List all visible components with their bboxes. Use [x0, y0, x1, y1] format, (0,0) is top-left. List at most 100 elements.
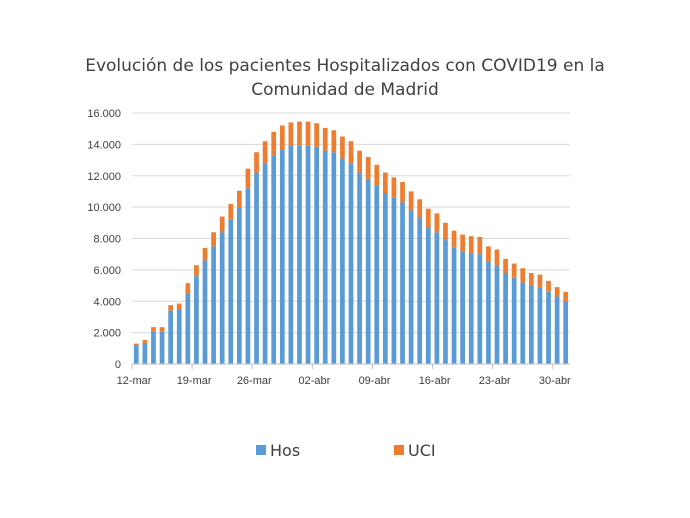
- bar-uci: [254, 152, 259, 173]
- bar-hos: [254, 172, 259, 364]
- y-tick-label: 12.000: [87, 171, 121, 183]
- bar-hos: [219, 232, 225, 364]
- bar-hos: [331, 152, 337, 364]
- bar-hos: [133, 345, 139, 364]
- bar-hos: [374, 185, 380, 364]
- bar-hos: [365, 178, 371, 364]
- bar-hos: [176, 309, 182, 364]
- bar-uci: [228, 203, 234, 220]
- bar-hos: [245, 188, 251, 364]
- x-axis: 12-mar 19-mar 26-mar 02-abr 09-abr 16-abr 23-a…: [117, 363, 571, 387]
- x-tick-label: 12-mar: [117, 375, 152, 387]
- bar-uci: [382, 172, 388, 194]
- bar-hos: [477, 254, 483, 364]
- legend-label: Hos: [270, 441, 300, 460]
- bar-hos: [159, 331, 165, 364]
- bar-uci: [425, 208, 431, 228]
- bar-uci: [391, 177, 397, 198]
- bar-hos: [408, 210, 414, 364]
- bar-uci: [537, 274, 543, 288]
- bar-uci: [520, 268, 526, 283]
- bar-hos: [417, 218, 423, 364]
- bar-hos: [443, 240, 448, 364]
- bar-hos: [468, 253, 474, 364]
- bar-hos: [297, 145, 302, 364]
- bar-hos: [554, 296, 560, 364]
- bar-uci: [142, 339, 148, 343]
- bar-uci: [365, 156, 371, 179]
- bar-uci: [348, 141, 354, 164]
- bar-uci: [133, 343, 139, 346]
- bar-hos: [520, 282, 526, 364]
- bar-hos: [503, 273, 508, 364]
- x-tick-label: 30-abr: [539, 375, 571, 387]
- bar-hos: [425, 227, 431, 364]
- bar-hos: [168, 310, 174, 364]
- bar-hos: [546, 291, 551, 364]
- bar-hos: [142, 342, 148, 364]
- bar-uci: [400, 182, 405, 203]
- bar-uci: [314, 123, 320, 147]
- bar-uci: [511, 263, 517, 278]
- y-tick-label: 10.000: [87, 202, 121, 214]
- bar-hos: [528, 285, 534, 364]
- y-tick-label: 16.000: [87, 108, 121, 120]
- bar-uci: [443, 222, 448, 241]
- bar-hos: [262, 163, 268, 364]
- bar-hos: [305, 145, 311, 364]
- bar-uci: [528, 273, 534, 286]
- y-tick-label: 0: [115, 359, 121, 371]
- chart-title-line-2: Comunidad de Madrid: [251, 80, 439, 100]
- chart-title-line-1: Evolución de los pacientes Hospitalizado…: [85, 56, 605, 76]
- bar-uci: [245, 168, 251, 189]
- bar-uci: [194, 265, 199, 277]
- bar-hos: [563, 301, 569, 364]
- bar-hos: [314, 146, 320, 364]
- x-tick-label: 19-mar: [177, 375, 212, 387]
- legend-swatch: [256, 445, 266, 455]
- bar-hos: [391, 197, 397, 364]
- y-tick-label: 4.000: [93, 296, 121, 308]
- bar-uci: [236, 190, 242, 208]
- bar-hos: [494, 265, 500, 364]
- bar-uci: [185, 283, 191, 294]
- bar-uci: [468, 236, 474, 254]
- bar-uci: [417, 199, 423, 219]
- legend: Hos UCI: [256, 441, 436, 460]
- bar-hos: [236, 207, 242, 364]
- bar-uci: [151, 327, 156, 332]
- bar-hos: [271, 155, 277, 364]
- bar-uci: [434, 213, 440, 233]
- bar-uci: [486, 246, 491, 263]
- bars: [133, 121, 569, 364]
- y-tick-label: 8.000: [93, 234, 121, 246]
- bar-hos: [151, 331, 156, 364]
- bar-uci: [554, 287, 560, 297]
- bar-uci: [271, 131, 277, 156]
- bar-hos: [211, 246, 216, 364]
- bar-uci: [494, 249, 500, 266]
- bar-uci: [503, 258, 508, 274]
- legend-swatch: [394, 445, 404, 455]
- bar-hos: [202, 260, 208, 364]
- bar-uci: [176, 303, 182, 310]
- bar-uci: [211, 232, 216, 247]
- bar-uci: [460, 234, 466, 252]
- bar-uci: [322, 127, 328, 151]
- bar-hos: [511, 277, 517, 364]
- bar-hos: [382, 193, 388, 364]
- bar-uci: [546, 280, 551, 292]
- bar-uci: [451, 230, 457, 248]
- bar-uci: [477, 236, 483, 255]
- bar-hos: [288, 145, 294, 364]
- bar-hos: [460, 251, 466, 364]
- bar-hos: [340, 158, 345, 364]
- bar-hos: [434, 232, 440, 364]
- bar-uci: [305, 121, 311, 146]
- x-tick-label: 02-abr: [298, 375, 330, 387]
- bar-uci: [159, 327, 165, 332]
- bar-uci: [219, 216, 225, 233]
- bar-hos: [228, 219, 234, 364]
